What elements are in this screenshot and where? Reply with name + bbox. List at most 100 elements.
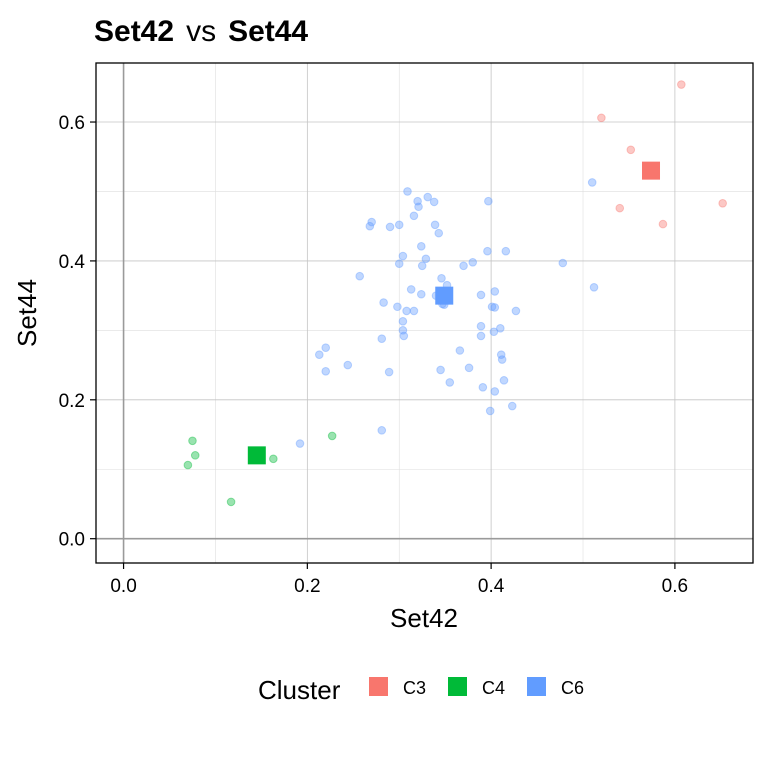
data-point-c6: [434, 228, 444, 238]
data-point-c3: [626, 145, 636, 155]
data-point-c6: [379, 298, 388, 307]
x-axis-title: Set42: [390, 603, 458, 633]
data-point-c6: [377, 334, 387, 343]
data-point-c6: [416, 289, 426, 299]
data-point-c6: [403, 187, 412, 196]
legend-swatch-c6: [527, 677, 546, 696]
data-point-c6: [409, 306, 419, 316]
data-point-c6: [406, 285, 416, 294]
x-tick-label: 0.2: [294, 576, 320, 597]
data-point-c6: [437, 273, 446, 283]
data-point-c6: [398, 326, 408, 335]
x-tick-label: 0.0: [110, 576, 136, 597]
data-point-c6: [445, 378, 455, 387]
legend-items: C3 C4 C6: [369, 677, 584, 698]
legend-swatch-c3: [369, 677, 388, 696]
data-point-c6: [414, 202, 423, 212]
data-point-c6: [365, 221, 375, 231]
data-point-c6: [413, 196, 422, 206]
data-point-c6: [436, 365, 445, 375]
major-gridlines: [96, 63, 753, 563]
y-tick-label: 0.2: [59, 391, 85, 412]
y-tick-label: 0.4: [59, 252, 86, 273]
data-point-c6: [321, 367, 331, 376]
x-axis-ticks: 0.0 0.2 0.4 0.6: [110, 563, 688, 597]
data-point-c6: [455, 346, 465, 355]
zero-lines: [96, 63, 753, 563]
data-point-c6: [429, 197, 439, 207]
data-point-c6: [558, 258, 568, 268]
y-axis-title: Set44: [12, 279, 42, 347]
data-point-c6: [511, 306, 521, 316]
chart-title: Set42 vs Set44: [94, 15, 308, 48]
data-point-c6: [394, 259, 404, 268]
data-point-c6: [409, 211, 419, 221]
data-point-c6: [398, 317, 408, 326]
data-point-c6: [485, 406, 495, 416]
data-point-c3: [718, 198, 727, 208]
data-point-c6: [377, 426, 387, 435]
data-point-c6: [476, 321, 486, 331]
data-point-c6: [321, 343, 331, 353]
data-point-c6: [483, 246, 492, 256]
y-tick-label: 0.6: [59, 113, 85, 134]
legend: Cluster C3 C4 C6: [258, 675, 584, 705]
data-point-c6: [487, 302, 497, 312]
title-y-variable: Set44: [228, 15, 308, 48]
data-point-c6: [314, 350, 324, 359]
data-point-c4: [183, 460, 193, 470]
data-point-c6: [490, 387, 500, 396]
legend-label-c3: C3: [403, 678, 426, 698]
data-point-c6: [416, 242, 426, 251]
data-point-c6: [490, 287, 500, 296]
data-points: [183, 80, 727, 507]
data-point-c6: [367, 217, 376, 227]
data-point-c3: [658, 219, 668, 229]
data-point-c6: [490, 303, 500, 312]
data-point-c4: [327, 431, 337, 441]
x-tick-label: 0.4: [478, 576, 505, 597]
data-point-c6: [384, 367, 394, 377]
data-point-c6: [587, 178, 597, 187]
y-tick-label: 0.0: [59, 530, 85, 551]
title-x-variable: Set42: [94, 15, 174, 48]
data-point-c3: [615, 203, 625, 213]
data-point-c6: [421, 254, 431, 264]
data-point-c6: [499, 376, 509, 385]
data-point-c4: [190, 451, 200, 460]
data-point-c4: [226, 497, 236, 507]
title-connector: vs: [186, 15, 216, 48]
centroid-marker-c3: [642, 161, 661, 180]
data-point-c6: [430, 220, 440, 230]
data-point-c6: [423, 192, 433, 202]
legend-title: Cluster: [258, 675, 341, 705]
x-tick-label: 0.6: [662, 576, 688, 597]
data-point-c3: [677, 80, 686, 89]
data-point-c6: [402, 306, 411, 316]
data-point-c6: [484, 196, 493, 206]
data-point-c4: [188, 436, 197, 446]
data-point-c6: [501, 246, 511, 256]
data-point-c6: [476, 331, 486, 341]
minor-gridlines: [96, 63, 753, 563]
legend-label-c6: C6: [561, 678, 584, 698]
data-point-c6: [459, 261, 468, 271]
data-point-c6: [355, 271, 365, 281]
data-point-c6: [398, 251, 408, 261]
data-point-c6: [507, 401, 517, 411]
legend-label-c4: C4: [482, 678, 505, 698]
data-point-c6: [343, 360, 353, 370]
data-point-c6: [394, 220, 404, 230]
cluster-centroids: [247, 161, 661, 465]
data-point-c6: [399, 331, 409, 341]
data-point-c3: [597, 113, 606, 123]
data-point-c6: [385, 222, 395, 232]
centroid-marker-c4: [247, 446, 266, 465]
data-point-c6: [589, 283, 599, 292]
data-point-c6: [417, 261, 427, 271]
data-point-c6: [476, 290, 486, 300]
data-point-c6: [496, 350, 506, 359]
data-point-c6: [464, 363, 474, 373]
data-point-c4: [269, 454, 278, 464]
